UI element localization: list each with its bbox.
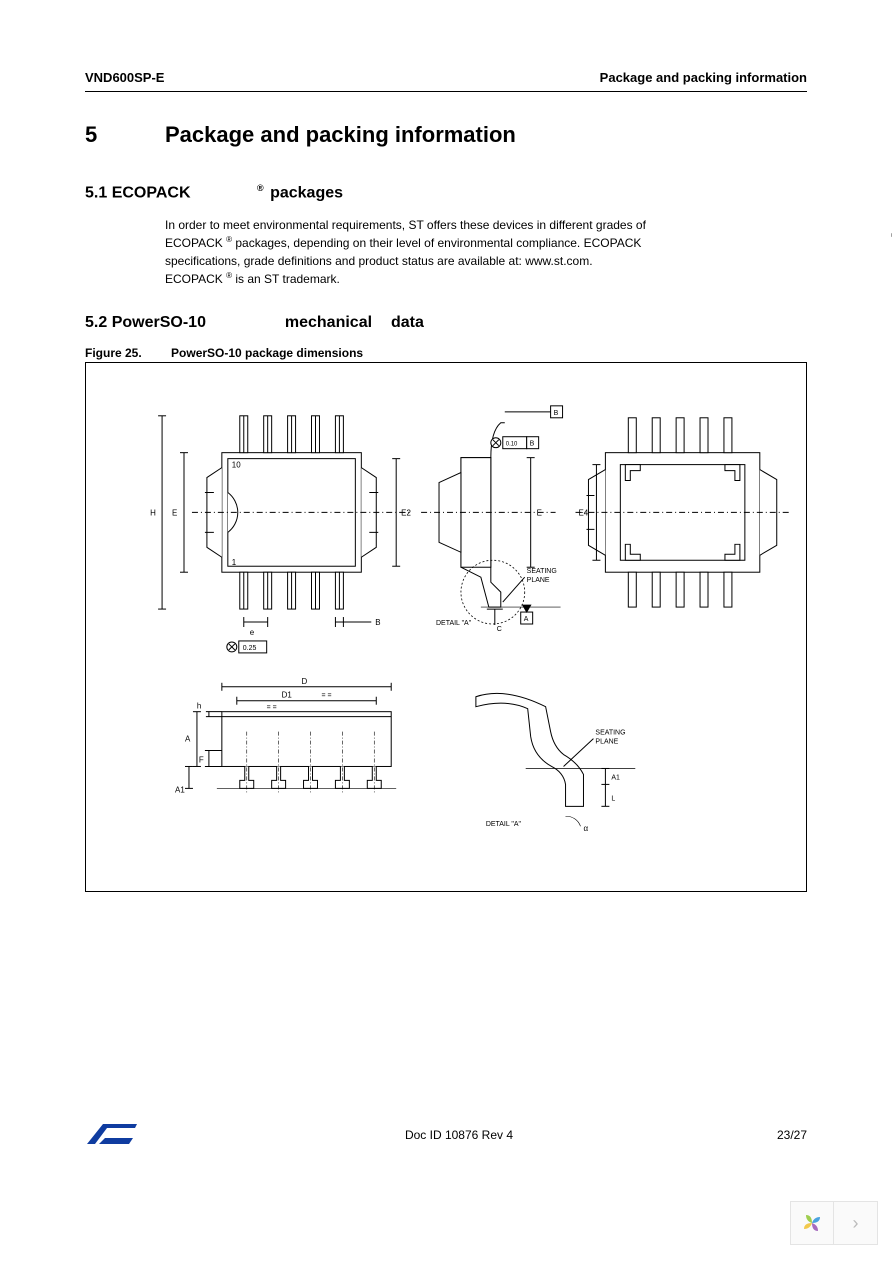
header-right: Package and packing information	[600, 70, 807, 85]
dim-A1-2: A1	[611, 775, 620, 782]
label-seating-2: SEATING	[595, 730, 625, 737]
page: VND600SP-E Package and packing informati…	[0, 0, 892, 1200]
subsection-label-c: data	[391, 314, 424, 331]
dim-E4: E4	[578, 509, 588, 518]
label-detailA-2: DETAIL "A"	[486, 822, 522, 829]
figure-number: Figure 25.	[85, 346, 142, 360]
subsection-5.1-body: In order to meet environmental requireme…	[165, 216, 807, 288]
dim-h: h	[197, 702, 201, 711]
subsection-number: 5.2	[85, 314, 107, 331]
dim-C: C	[497, 626, 502, 633]
chevron-right-icon: ›	[853, 1213, 859, 1234]
detail-a: SEATING PLANE A1 L α DETAIL "A"	[476, 694, 635, 834]
pinwheel-button[interactable]	[790, 1201, 834, 1245]
footer-page-number: 23/27	[777, 1128, 807, 1142]
body-line-1: In order to meet environmental requireme…	[165, 218, 646, 232]
dim-L: L	[611, 796, 615, 803]
figure-caption: Figure 25. PowerSO-10 package dimensions	[85, 346, 807, 360]
body-line-2a: ECOPACK	[165, 236, 226, 250]
float-buttons: ›	[790, 1201, 878, 1245]
registered-symbol: ®	[255, 183, 266, 193]
subsection-number: 5.1	[85, 184, 107, 201]
dim-E-side: E	[537, 509, 542, 518]
subsection-label-a: PowerSO-10	[112, 314, 206, 331]
pinwheel-icon	[800, 1211, 824, 1235]
dim-A1: A1	[175, 786, 185, 795]
subsection-5.1: 5.1 ECOPACK ® packages	[85, 183, 807, 202]
svg-text:B: B	[530, 441, 535, 448]
subsection-label-b: mechanical	[285, 314, 372, 331]
datum-B: B	[554, 410, 559, 417]
bottom-view: E4	[576, 418, 790, 607]
subsection-5.2: 5.2 PowerSO-10 mechanical data	[85, 314, 807, 332]
figure-title: PowerSO-10 package dimensions	[171, 346, 363, 360]
page-header: VND600SP-E Package and packing informati…	[85, 70, 807, 92]
body-line-4a: ECOPACK	[165, 272, 226, 286]
dim-alpha: α	[583, 825, 588, 834]
st-logo	[85, 1120, 141, 1150]
tol-010: 0.10	[506, 442, 518, 448]
equals: = =	[321, 693, 331, 700]
header-left: VND600SP-E	[85, 70, 164, 85]
dim-B: B	[375, 618, 380, 627]
section-number: 5	[85, 122, 165, 148]
figure-box: H E E2 10 1 e	[85, 362, 807, 892]
side-view: E B 0.10 B DETAIL "A"	[421, 406, 562, 633]
label-plane-2: PLANE	[595, 739, 618, 746]
subsection-label-packages: packages	[270, 184, 343, 201]
footer-docid: Doc ID 10876 Rev 4	[405, 1128, 513, 1142]
body-line-4b: is an ST trademark.	[232, 272, 340, 286]
dim-D: D	[302, 677, 308, 686]
body-line-2b: packages, depending on their level of en…	[232, 236, 641, 250]
body-line-3: specifications, grade definitions and pr…	[165, 254, 593, 268]
tol-025: 0.25	[243, 645, 257, 652]
section-heading: Package and packing information	[165, 122, 516, 148]
datum-A: A	[524, 616, 529, 623]
dim-e: e	[250, 628, 255, 637]
front-view: D D1 = = = = h A F	[175, 677, 396, 795]
label-detailA: DETAIL "A"	[436, 620, 472, 627]
dim-D1: D1	[282, 691, 293, 700]
page-footer: Doc ID 10876 Rev 4 23/27	[85, 1120, 807, 1150]
section-title: 5 Package and packing information	[85, 122, 807, 148]
dim-F: F	[199, 756, 204, 765]
dim-A: A	[185, 735, 191, 744]
label-plane: PLANE	[527, 577, 550, 584]
label-pin1: 1	[232, 559, 237, 568]
dim-E: E	[172, 509, 177, 518]
subsection-label-ecopack: ECOPACK	[112, 184, 191, 201]
dim-E2: E2	[401, 509, 411, 518]
label-pin10: 10	[232, 461, 241, 470]
dim-H: H	[150, 509, 156, 518]
svg-text:= =: = =	[267, 705, 277, 712]
package-diagram-svg: H E E2 10 1 e	[86, 363, 806, 891]
label-seating: SEATING	[527, 569, 557, 576]
next-button[interactable]: ›	[834, 1201, 878, 1245]
top-view: H E E2 10 1 e	[150, 416, 411, 653]
